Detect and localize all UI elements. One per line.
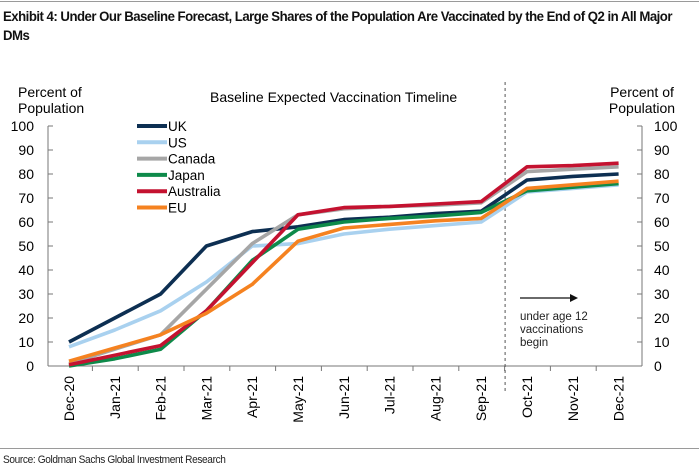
annotation: under age 12 vaccinations begin — [520, 294, 588, 349]
y-tick-label-right: 30 — [654, 286, 670, 302]
y-tick-label-left: 10 — [18, 334, 34, 350]
x-tick-label: Sep-21 — [473, 376, 489, 421]
y-tick-label-right: 0 — [654, 358, 662, 374]
chart-title: Baseline Expected Vaccination Timeline — [210, 89, 457, 105]
y-axis-left-label-line2: Population — [18, 100, 84, 116]
y-tick-label-right: 70 — [654, 190, 670, 206]
y-tick-label-left: 90 — [18, 142, 34, 158]
series-line-eu — [68, 179, 619, 363]
legend-label-us: US — [168, 135, 187, 150]
source-note: Source: Goldman Sachs Global Investment … — [3, 454, 226, 466]
y-tick-label-left: 20 — [18, 310, 34, 326]
y-axis-right-label-line1: Percent of — [610, 84, 674, 100]
exhibit-title: Exhibit 4: Under Our Baseline Forecast, … — [3, 9, 672, 44]
y-axis-right-label-line2: Population — [609, 100, 675, 116]
y-tick-label-left: 60 — [18, 214, 34, 230]
x-tick-label: Jun-21 — [336, 376, 352, 419]
x-tick-label: Aug-21 — [427, 376, 443, 421]
y-tick-label-left: 40 — [18, 262, 34, 278]
x-tick-label: Apr-21 — [244, 376, 260, 418]
x-tick-label: May-21 — [290, 376, 306, 423]
x-tick-label: Feb-21 — [153, 376, 169, 421]
series-lines — [68, 161, 619, 368]
series-line-australia — [68, 161, 619, 367]
bottom-rule — [0, 448, 699, 449]
x-tick-label: Mar-21 — [198, 376, 214, 421]
y-tick-label-right: 50 — [654, 238, 670, 254]
x-axis: Dec-20 Jan-21 Feb-21 Mar-21 Apr-21 May-21 Jun-… — [48, 365, 642, 423]
y-tick-label-left: 50 — [18, 238, 34, 254]
y-axis-left: 0 10 20 30 40 50 60 70 80 90 100 — [11, 118, 53, 374]
y-tick-label-right: 10 — [654, 334, 670, 350]
x-tick-label: Oct-21 — [519, 376, 535, 418]
annotation-line-2: vaccinations — [520, 324, 584, 336]
series-line-japan — [68, 181, 619, 368]
legend-label-canada: Canada — [168, 152, 216, 167]
series-line-uk — [68, 172, 619, 344]
legend-label-australia: Australia — [168, 184, 221, 199]
legend-label-japan: Japan — [168, 168, 205, 183]
x-tick-label: Jan-21 — [107, 376, 123, 419]
legend-label-eu: EU — [168, 201, 187, 216]
y-tick-label-right: 100 — [654, 118, 678, 134]
y-tick-label-right: 80 — [654, 166, 670, 182]
y-tick-label-right: 20 — [654, 310, 670, 326]
y-tick-label-left: 100 — [11, 118, 35, 134]
x-tick-label: Dec-21 — [611, 376, 627, 421]
x-tick-label: Jul-21 — [382, 376, 398, 414]
annotation-line-1: under age 12 — [520, 311, 588, 323]
y-tick-label-left: 70 — [18, 190, 34, 206]
y-tick-label-left: 80 — [18, 166, 34, 182]
y-tick-label-left: 0 — [26, 358, 34, 374]
y-tick-label-right: 40 — [654, 262, 670, 278]
arrow-head-icon — [570, 294, 578, 302]
annotation-line-3: begin — [520, 337, 548, 349]
y-tick-label-right: 60 — [654, 214, 670, 230]
x-tick-label: Dec-20 — [61, 376, 77, 421]
x-tick-label: Nov-21 — [565, 376, 581, 421]
top-rule — [0, 1, 699, 2]
y-tick-label-right: 90 — [654, 142, 670, 158]
y-axis-left-label-line1: Percent of — [18, 84, 82, 100]
y-axis-right: 0 10 20 30 40 50 60 70 80 90 100 — [637, 118, 678, 374]
y-tick-label-left: 30 — [18, 286, 34, 302]
legend-label-uk: UK — [168, 119, 187, 134]
